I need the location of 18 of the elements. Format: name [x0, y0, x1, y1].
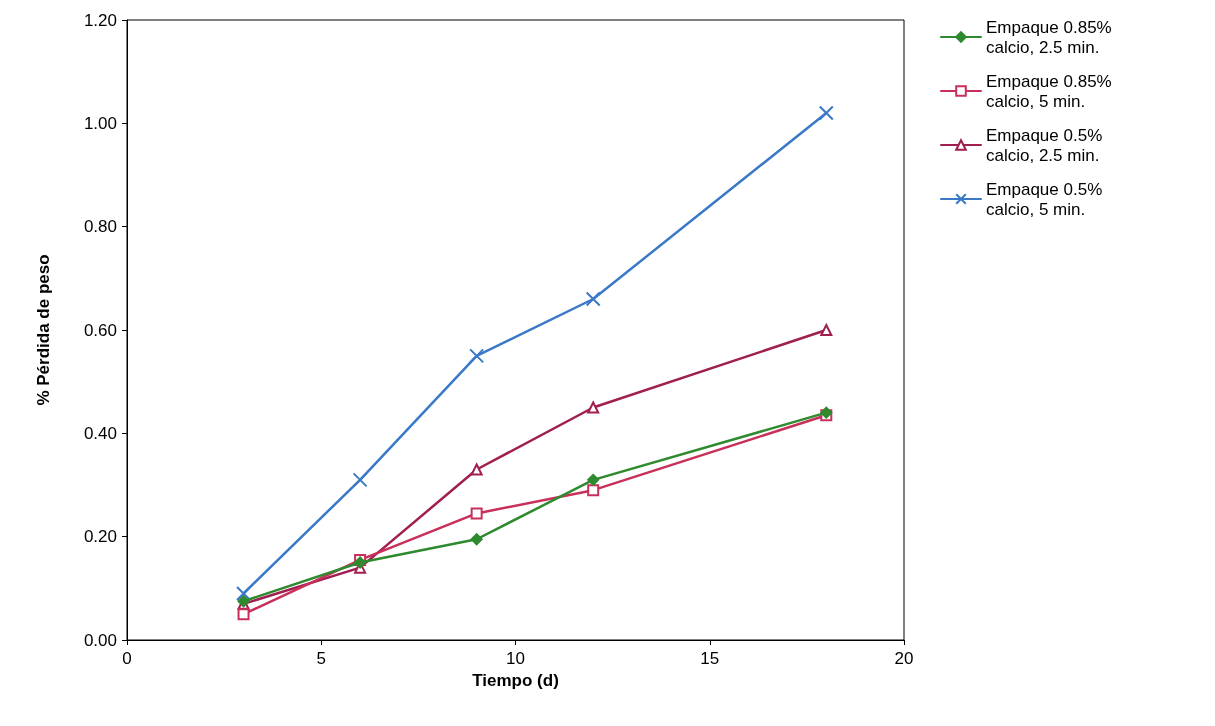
y-tick-label: 1.00 [83, 113, 117, 133]
legend-label: Empaque 0.5% calcio, 5 min. [986, 179, 1107, 219]
x-tick-label: 15 [700, 649, 720, 668]
x-axis-title: Tiempo (d) [472, 670, 559, 690]
y-tick-label: 0.60 [83, 320, 117, 340]
y-axis-title: % Pérdida de peso [34, 254, 53, 406]
x-tick-label: 10 [506, 649, 525, 668]
legend-label: Empaque 0.85% calcio, 2.5 min. [986, 17, 1117, 57]
x-tick-label: 20 [894, 649, 914, 668]
y-tick-label: 0.00 [83, 630, 117, 650]
legend-label: Empaque 0.5% calcio, 2.5 min. [986, 125, 1107, 165]
y-tick-label: 0.80 [83, 217, 117, 237]
x-tick-label: 5 [316, 649, 326, 668]
y-tick-label: 0.20 [83, 527, 117, 547]
y-tick-label: 1.20 [83, 10, 117, 30]
legend-label: Empaque 0.85% calcio, 5 min. [986, 71, 1117, 111]
y-tick-label: 0.40 [83, 423, 117, 443]
x-tick-label: 0 [122, 649, 132, 668]
